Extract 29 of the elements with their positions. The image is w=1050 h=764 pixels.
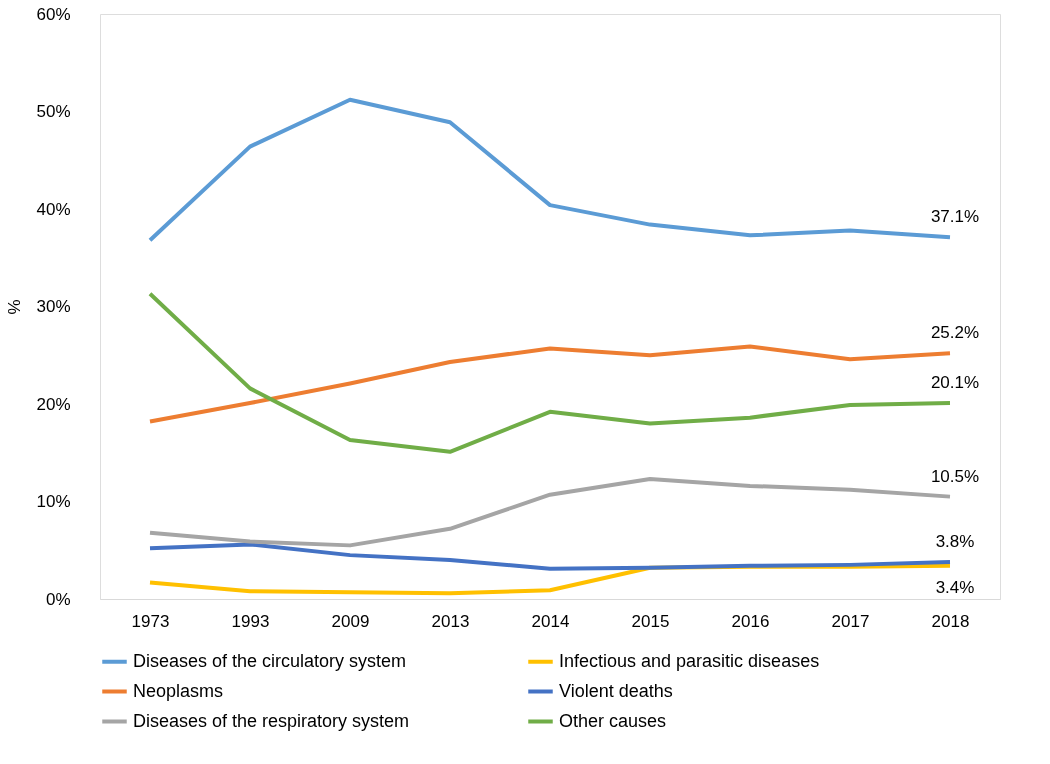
legend-label: Other causes (559, 710, 667, 731)
legend-label: Diseases of the circulatory system (133, 650, 407, 671)
legend-label: Infectious and parasitic diseases (559, 650, 820, 671)
legend-label: Diseases of the respiratory system (133, 710, 410, 731)
y-axis-title: % (5, 299, 25, 315)
y-tick-label: 0% (45, 589, 71, 609)
legend-label: Violent deaths (559, 680, 673, 701)
y-tick-label: 10% (36, 492, 71, 511)
x-tick-label: 2017 (831, 611, 870, 631)
y-tick-label: 20% (36, 394, 71, 414)
y-tick-label: 50% (36, 102, 71, 121)
x-tick-label: 1973 (131, 611, 170, 631)
x-tick-label: 2014 (531, 611, 570, 631)
x-tick-label: 2015 (631, 611, 670, 631)
data-label: 20.1% (930, 373, 980, 393)
x-tick-label: 2016 (731, 611, 770, 631)
x-tick-label: 2009 (331, 611, 370, 631)
y-tick-label: 60% (36, 4, 71, 24)
x-tick-label: 2018 (931, 611, 970, 631)
data-label: 25.2% (930, 323, 980, 343)
data-label: 3.8% (935, 531, 975, 551)
y-tick-label: 40% (36, 199, 71, 219)
data-label: 37.1% (930, 207, 980, 227)
x-tick-label: 1993 (231, 611, 270, 631)
y-tick-label: 30% (36, 297, 71, 316)
data-label: 10.5% (930, 466, 980, 486)
legend-label: Neoplasms (133, 680, 224, 701)
x-tick-label: 2013 (431, 611, 470, 631)
data-label: 3.4% (935, 577, 975, 597)
